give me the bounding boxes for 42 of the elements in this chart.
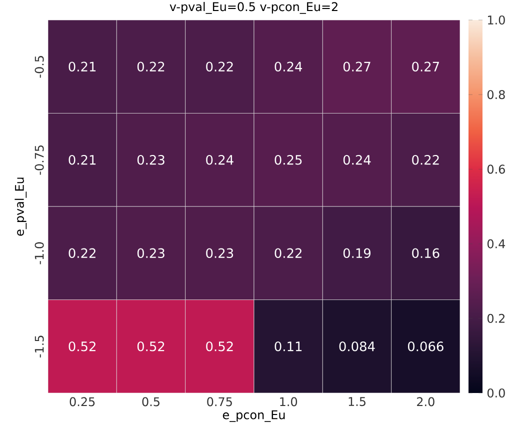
data-label: 0.21 [68,62,96,72]
data-label: 0.23 [206,248,234,258]
data-label: 0.24 [206,154,234,165]
y-tick-label: -0.75 [34,145,44,175]
x-tick-label: 2.0 [417,397,434,406]
color-bar-label: 0.0 [487,388,505,398]
color-bar-label: 1.0 [488,15,505,25]
x-axis-title: e_pcon_Eu [222,410,285,422]
data-label: 0.23 [137,154,164,165]
data-label: 0.52 [137,341,164,352]
chart-title: v-pval_Eu=0.5 v-pcon_Eu=2 [170,2,338,14]
x-tick-label: 1.0 [280,397,298,406]
y-tick-label: -0.5 [34,56,44,78]
data-label: 0.27 [343,62,370,72]
x-tick-label: 0.75 [207,397,232,406]
color-bar-label: 0.8 [487,90,505,100]
data-label: 0.22 [274,248,302,258]
data-label: 0.21 [68,154,96,165]
y-axis-title: e_pval_Eu [14,178,27,236]
data-label: 0.066 [408,341,444,352]
y-tick-label: -1.0 [34,242,44,264]
data-label: 0.22 [412,154,439,165]
data-label: 0.24 [274,62,302,72]
data-label: 0.52 [206,341,233,352]
data-label: 0.22 [206,62,233,72]
x-tick-label: 1.5 [348,397,366,406]
data-label: 0.24 [343,154,371,165]
data-label: 0.16 [412,248,440,258]
color-bar-label: 0.6 [487,164,505,174]
y-tick-label: -1.5 [34,336,44,358]
data-label: 0.22 [68,248,96,258]
x-tick-label: 0.25 [70,397,95,406]
color-bar-label: 0.2 [487,314,505,323]
data-label: 0.52 [68,341,96,352]
data-label: 0.25 [274,154,302,165]
data-label: 0.19 [343,248,371,258]
data-label: 0.27 [412,62,439,72]
color-bar-label: 0.4 [487,239,506,248]
data-label: 0.084 [339,341,375,352]
data-label: 0.22 [137,62,164,72]
data-label: 0.23 [137,248,164,258]
x-tick-label: 0.5 [142,397,160,406]
